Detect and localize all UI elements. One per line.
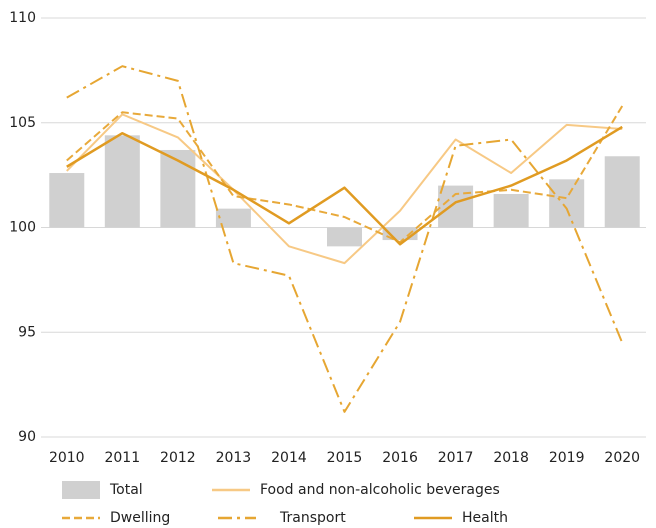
legend-label: Total (109, 482, 143, 498)
y-tick-label: 105 (9, 115, 36, 131)
legend-label: Transport (279, 510, 346, 526)
y-tick-label: 110 (9, 10, 36, 26)
legend-label: Food and non-alcoholic beverages (260, 482, 500, 498)
x-tick-label: 2017 (438, 450, 474, 466)
x-tick-label: 2015 (327, 450, 363, 466)
bar (104, 135, 140, 228)
line-series (66, 105, 624, 244)
x-tick-label: 2014 (271, 450, 307, 466)
bar (160, 149, 196, 228)
y-tick-label: 90 (18, 429, 36, 445)
bar (493, 193, 529, 228)
line-series (66, 125, 623, 246)
x-tick-label: 2020 (604, 450, 640, 466)
legend-label: Dwelling (110, 510, 170, 526)
x-tick-label: 2018 (493, 450, 529, 466)
bar (549, 179, 585, 228)
y-tick-label: 95 (18, 324, 36, 340)
bar (327, 227, 362, 247)
legend-swatch (62, 481, 100, 499)
line-series (66, 113, 623, 265)
x-tick-label: 2011 (104, 450, 140, 466)
x-tick-label: 2010 (49, 450, 85, 466)
bar (438, 185, 474, 228)
x-tick-label: 2012 (160, 450, 196, 466)
y-tick-label: 100 (9, 220, 36, 236)
x-tick-label: 2016 (382, 450, 418, 466)
x-tick-label: 2013 (216, 450, 252, 466)
x-tick-label: 2019 (549, 450, 585, 466)
bar (604, 156, 640, 228)
legend-label: Health (462, 510, 508, 526)
line-series (66, 65, 624, 413)
bar (215, 208, 251, 228)
bar (49, 173, 85, 228)
